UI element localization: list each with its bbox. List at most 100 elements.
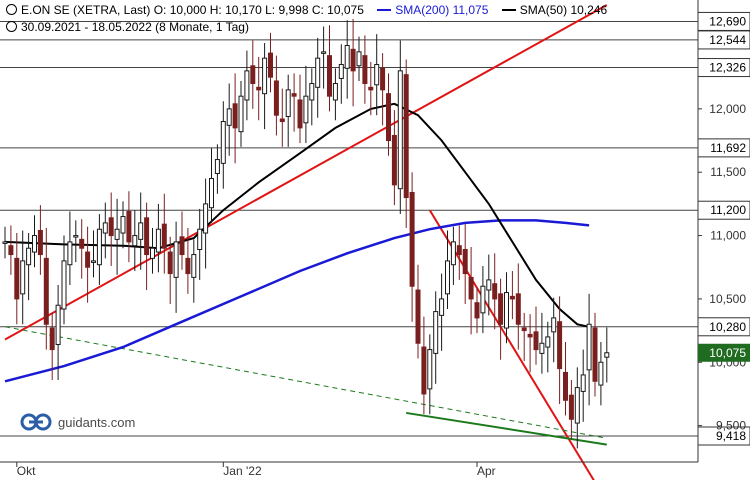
candle-body — [362, 55, 368, 85]
candle-body — [604, 352, 610, 358]
candle-body — [232, 103, 238, 129]
candle-body — [256, 86, 262, 91]
candle-body — [551, 317, 557, 333]
candle-body — [203, 203, 209, 234]
x-tick-label: Okt — [17, 464, 36, 478]
candle-body — [433, 311, 439, 354]
candle-body — [492, 283, 498, 300]
candle-body — [273, 80, 279, 116]
candle-body — [32, 235, 37, 253]
last-price-label: 10,075 — [709, 346, 746, 360]
candle-body — [8, 245, 14, 256]
candle-body — [262, 57, 268, 95]
candle-body — [238, 95, 244, 133]
candle-body — [309, 83, 315, 101]
candle-body — [114, 228, 120, 240]
price-line-label: 11,692 — [710, 141, 746, 155]
candle-body — [61, 260, 67, 310]
candle-body — [586, 323, 592, 371]
candle-body — [120, 216, 126, 234]
candle-body — [521, 327, 527, 332]
candle-body — [374, 64, 380, 86]
candle-body — [132, 235, 138, 247]
candle-body — [327, 55, 332, 97]
resistance-trendline — [4, 4, 608, 341]
candle-body — [539, 342, 545, 354]
candle-body — [138, 222, 144, 240]
candle-body — [14, 257, 20, 300]
ohlc-values: O: 10,000 H: 10,170 L: 9,998 C: 10,075 — [153, 3, 364, 17]
candle-body — [285, 89, 291, 117]
candle-body — [144, 217, 150, 256]
candle-body — [244, 70, 250, 101]
candle-body — [427, 349, 433, 390]
dashed-support-line — [4, 326, 607, 439]
candle-body — [480, 285, 486, 314]
info-icon — [6, 4, 17, 15]
candle-body — [73, 235, 79, 238]
x-axis: Okt Jan '22 Apr — [0, 461, 698, 478]
sma50-swatch — [501, 9, 516, 11]
candle-body — [574, 387, 580, 424]
candle-body — [173, 241, 179, 278]
candle-body — [515, 293, 521, 325]
candle-body — [486, 279, 492, 291]
candle-body — [568, 394, 574, 420]
candle-body — [380, 67, 386, 91]
candle-body — [592, 327, 598, 382]
candle-body — [79, 238, 85, 249]
candle-body — [545, 336, 551, 348]
sma50-value: 10,246 — [570, 3, 608, 17]
y-tick-label: 10,500 — [709, 292, 746, 306]
candle-body — [462, 248, 468, 275]
watermark-text: guidants.com — [58, 415, 136, 430]
candle-body — [161, 223, 167, 249]
candle-body — [403, 74, 409, 199]
moving-averages — [4, 102, 590, 383]
sma200-swatch — [377, 9, 392, 11]
candle-body — [167, 251, 173, 275]
candle-body — [126, 210, 132, 243]
price-line-label: 9,418 — [716, 429, 746, 443]
candle-body — [368, 86, 374, 91]
chart-title: E.ON SE (XETRA, Last) — [21, 3, 151, 17]
candle-body — [226, 108, 232, 126]
candle-body — [321, 51, 327, 54]
x-tick-label: Apr — [477, 464, 496, 478]
candle-body — [197, 228, 203, 250]
candle-body — [409, 191, 415, 287]
candle-body — [91, 260, 96, 263]
candle-body — [356, 51, 362, 67]
y-tick-label: 11,500 — [710, 165, 746, 179]
candle-body — [291, 93, 297, 97]
candle-body — [37, 229, 43, 256]
price-line-label: 12,326 — [709, 61, 746, 75]
candle-body — [504, 292, 509, 329]
period-text: (8 Monate, 1 Tag) — [155, 20, 249, 34]
clock-icon — [6, 21, 17, 32]
candle-body — [297, 99, 303, 129]
candle-body — [344, 45, 350, 69]
guidants-logo: guidants.com — [20, 413, 135, 431]
candle-body — [439, 298, 445, 316]
candle-body — [315, 57, 321, 88]
last-price-box — [698, 343, 750, 362]
sma200-line — [4, 219, 590, 383]
candle-body — [421, 346, 427, 395]
candle-body — [220, 121, 226, 164]
candle-body — [533, 331, 539, 351]
candle-body — [102, 222, 108, 234]
candle-body — [332, 83, 338, 101]
sma50-label: SMA(50) — [519, 3, 568, 17]
candle-body — [445, 260, 450, 295]
trendlines — [4, 4, 608, 480]
candle-body — [598, 361, 604, 386]
candle-body — [108, 217, 114, 237]
candle-body — [191, 254, 197, 278]
y-tick-label: 12,000 — [709, 102, 746, 116]
price-line-label: 11,200 — [710, 203, 746, 217]
candle-body — [55, 304, 61, 346]
candle-body — [350, 48, 356, 72]
candle-body — [250, 65, 256, 85]
